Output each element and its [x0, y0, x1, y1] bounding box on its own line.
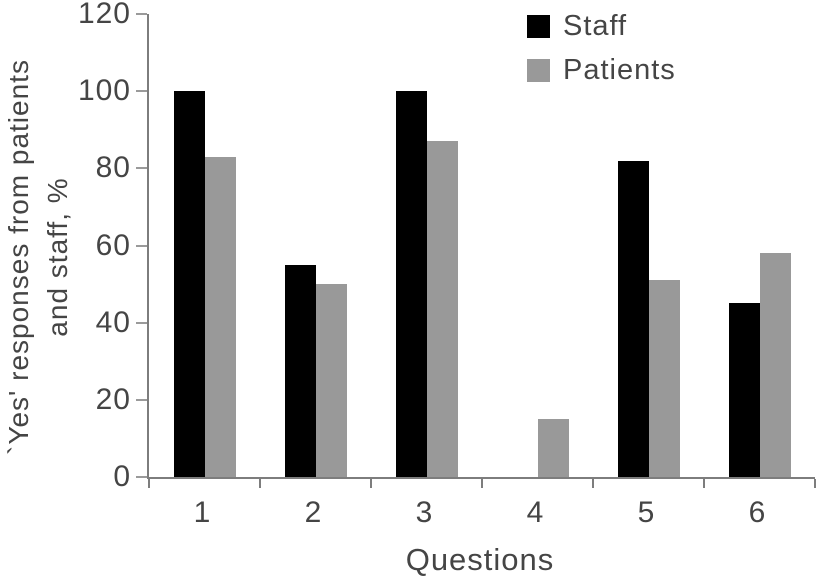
bar-staff-q1 — [173, 91, 205, 477]
y-tick-label: 40 — [95, 305, 131, 339]
bar-patients-q4 — [537, 419, 569, 477]
bar-staff-q2 — [284, 264, 316, 477]
bar-patients-q2 — [315, 284, 347, 477]
y-tick-mark — [136, 398, 147, 401]
y-tick-mark — [136, 244, 147, 247]
bar-patients-q3 — [426, 141, 458, 477]
legend-swatch-patients-icon — [527, 59, 550, 82]
y-tick-mark — [136, 476, 147, 478]
y-tick-label: 100 — [77, 74, 131, 108]
y-tick-label: 120 — [77, 0, 131, 30]
bar-patients-q6 — [759, 253, 791, 477]
y-tick-mark — [136, 321, 147, 324]
x-tick-mark — [703, 479, 705, 488]
y-tick-mark — [136, 13, 147, 15]
x-tick-label: 1 — [193, 496, 212, 529]
x-tick-label: 3 — [415, 496, 434, 529]
x-tick-mark — [814, 479, 816, 488]
x-tick-label: 4 — [526, 496, 545, 529]
legend-label-staff: Staff — [563, 10, 628, 42]
y-tick-label: 20 — [95, 382, 131, 416]
x-axis-title: Questions — [405, 542, 555, 577]
legend-item-staff: Staff — [527, 12, 676, 41]
x-tick-label: 2 — [304, 496, 323, 529]
bar-staff-q5 — [617, 160, 649, 477]
plot-area — [136, 13, 816, 488]
bar-staff-q6 — [728, 303, 760, 477]
x-tick-mark — [259, 479, 261, 488]
x-tick-mark — [148, 479, 150, 488]
x-tick-label: 6 — [748, 496, 767, 529]
bar-patients-q1 — [204, 156, 236, 477]
y-tick-label: 0 — [113, 460, 131, 493]
y-tick-mark — [136, 90, 147, 93]
legend: Staff Patients — [527, 12, 676, 100]
y-tick-mark — [136, 167, 147, 170]
y-tick-label: 60 — [95, 228, 131, 262]
legend-item-patients: Patients — [527, 56, 676, 85]
x-tick-mark — [370, 479, 372, 488]
y-tick-label: 80 — [95, 151, 131, 185]
x-tick-mark — [592, 479, 594, 488]
x-tick-label: 5 — [637, 496, 656, 529]
legend-swatch-staff-icon — [527, 15, 550, 38]
bar-staff-q3 — [395, 91, 427, 477]
x-tick-mark — [481, 479, 483, 488]
legend-label-patients: Patients — [563, 54, 676, 86]
bar-patients-q5 — [648, 280, 680, 477]
